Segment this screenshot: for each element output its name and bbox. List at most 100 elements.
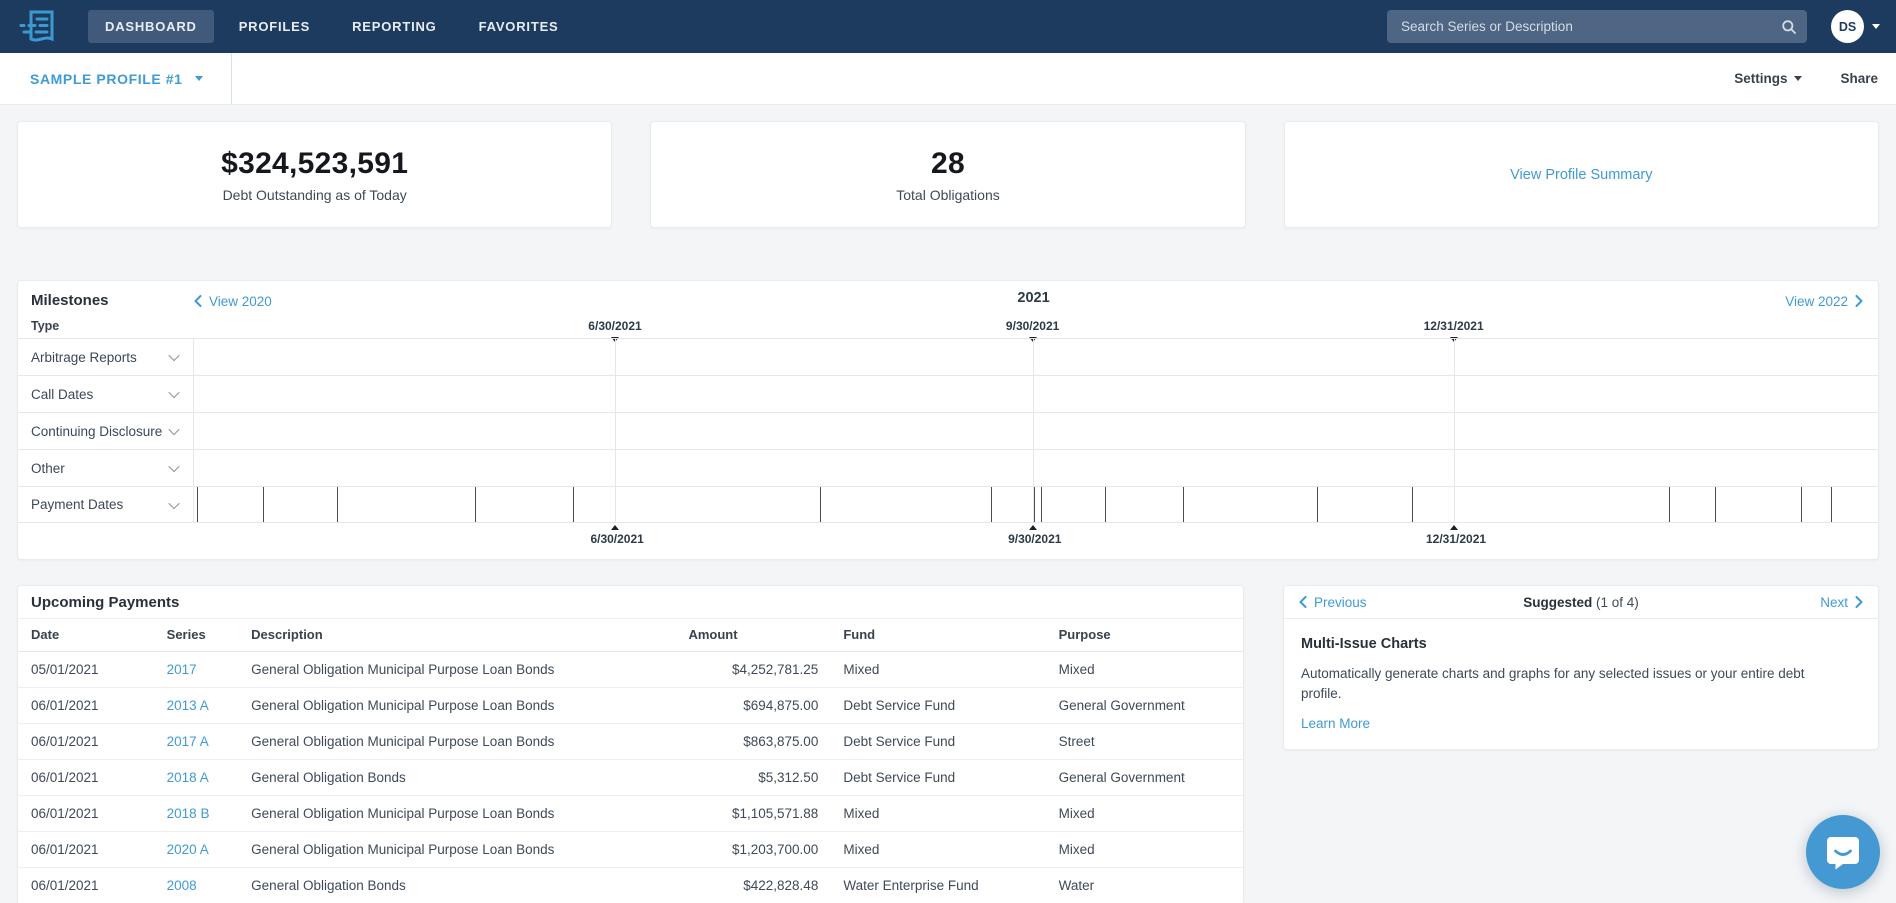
milestone-row-label: Arbitrage Reports	[31, 349, 137, 365]
cell-series: 2013 A	[166, 687, 252, 724]
cell-amount: $422,828.48	[602, 867, 819, 903]
top-nav: DASHBOARD PROFILES REPORTING FAVORITES DS	[0, 0, 1896, 53]
milestone-row-track	[194, 339, 1878, 375]
nav-item-dashboard[interactable]: DASHBOARD	[88, 10, 214, 43]
series-link[interactable]: 2018 A	[166, 769, 209, 785]
chevron-right-icon	[1855, 596, 1863, 608]
chevron-down-icon	[168, 349, 180, 362]
series-link[interactable]: 2017 A	[166, 733, 209, 749]
cell-desc: General Obligation Municipal Purpose Loa…	[251, 687, 603, 724]
payment-date-tick[interactable]	[1317, 487, 1319, 522]
payment-date-tick[interactable]	[1041, 487, 1043, 522]
nav-item-reporting[interactable]: REPORTING	[352, 19, 437, 34]
profile-bar: SAMPLE PROFILE #1 Settings Share	[0, 53, 1896, 105]
payment-date-tick[interactable]	[263, 487, 265, 522]
payment-date-tick[interactable]	[1830, 487, 1832, 522]
cell-purpose: Street	[1058, 723, 1243, 760]
debt-outstanding-label: Debt Outstanding as of Today	[222, 186, 407, 203]
cell-date: 06/01/2021	[18, 795, 167, 832]
suggested-previous-link[interactable]: Previous	[1299, 595, 1367, 610]
series-link[interactable]: 2018 B	[166, 805, 210, 821]
view-next-year-link[interactable]: View 2022	[1785, 292, 1878, 309]
suggested-header: Previous Suggested (1 of 4) Next	[1283, 586, 1878, 619]
chat-launcher-button[interactable]	[1806, 815, 1880, 889]
quarter-marker-icon	[1028, 525, 1037, 530]
quarter-labels-top: 6/30/2021 9/30/2021 12/31/2021	[194, 319, 1878, 342]
settings-button[interactable]: Settings	[1734, 71, 1803, 86]
page-content: $324,523,591 Debt Outstanding as of Toda…	[0, 105, 1896, 903]
cell-date: 06/01/2021	[18, 867, 167, 903]
milestone-row-call-dates: Call Dates	[18, 375, 1878, 412]
cell-purpose: General Government	[1058, 759, 1243, 796]
nav-item-profiles[interactable]: PROFILES	[238, 19, 311, 34]
milestone-row-toggle[interactable]: Continuing Disclosure	[18, 413, 194, 449]
milestone-row-toggle[interactable]: Arbitrage Reports	[18, 339, 194, 375]
column-header-amount: Amount	[602, 619, 819, 652]
view-prev-year-label: View 2020	[209, 293, 272, 309]
column-header-purpose: Purpose	[1058, 619, 1243, 652]
profile-selector[interactable]: SAMPLE PROFILE #1	[0, 53, 232, 104]
cell-amount: $1,105,571.88	[602, 795, 819, 832]
table-row: 06/01/2021 2020 A General Obligation Munic…	[18, 831, 1243, 868]
settings-label: Settings	[1734, 71, 1788, 86]
nav-item-favorites[interactable]: FAVORITES	[478, 19, 559, 34]
payment-date-tick[interactable]	[1034, 487, 1036, 522]
suggested-previous-label: Previous	[1313, 594, 1367, 610]
payment-date-tick[interactable]	[990, 487, 992, 522]
user-menu-caret-icon[interactable]	[1872, 24, 1880, 29]
cell-date: 06/01/2021	[18, 723, 167, 760]
avatar[interactable]: DS	[1831, 10, 1864, 43]
milestones-bottom-axis: 6/30/2021 9/30/2021 12/31/2021	[18, 523, 1878, 560]
series-link[interactable]: 2013 A	[166, 697, 209, 713]
payment-date-tick[interactable]	[337, 487, 339, 522]
milestone-row-toggle[interactable]: Other	[18, 450, 194, 486]
chevron-left-icon	[1299, 596, 1307, 608]
view-profile-summary-link[interactable]: View Profile Summary	[1510, 166, 1653, 183]
milestone-row-arbitrage-reports: Arbitrage Reports	[18, 338, 1878, 375]
milestone-row-toggle[interactable]: Call Dates	[18, 376, 194, 412]
series-link[interactable]: 2017	[166, 661, 197, 677]
cell-date: 06/01/2021	[18, 831, 167, 868]
payment-date-tick[interactable]	[475, 487, 477, 522]
suggested-next-label: Next	[1820, 594, 1848, 610]
suggested-panel: Previous Suggested (1 of 4) Next Multi-I…	[1282, 585, 1879, 750]
suggested-card-text: Automatically generate charts and graphs…	[1300, 666, 1805, 701]
payment-date-tick[interactable]	[820, 487, 822, 522]
payment-date-tick[interactable]	[572, 487, 574, 522]
settings-caret-icon	[1794, 76, 1803, 81]
cell-series: 2018 B	[166, 795, 252, 832]
payment-date-tick[interactable]	[1105, 487, 1107, 522]
cell-purpose: Mixed	[1058, 795, 1243, 832]
milestone-row-label: Payment Dates	[31, 497, 124, 512]
series-link[interactable]: 2020 A	[166, 841, 209, 857]
cell-fund: Mixed	[818, 795, 1059, 832]
search-input[interactable]	[1401, 19, 1781, 34]
cell-purpose: Water	[1058, 867, 1243, 903]
suggested-next-link[interactable]: Next	[1820, 595, 1863, 610]
chevron-down-icon	[168, 386, 180, 399]
quarter-marker-icon	[1449, 525, 1458, 530]
search-icon[interactable]	[1781, 19, 1797, 35]
cell-amount: $5,312.50	[602, 759, 819, 796]
app-logo-icon[interactable]	[18, 7, 58, 47]
view-next-year-label: View 2022	[1785, 293, 1848, 309]
series-link[interactable]: 2008	[166, 877, 197, 893]
payment-date-tick[interactable]	[1182, 487, 1184, 522]
payment-date-tick[interactable]	[1411, 487, 1413, 522]
chevron-down-icon	[168, 460, 180, 473]
view-prev-year-link[interactable]: View 2020	[194, 292, 272, 309]
payment-date-tick[interactable]	[1669, 487, 1671, 522]
quarter-label-top: 9/30/2021	[1005, 319, 1060, 333]
payments-body: 05/01/2021 2017 General Obligation Municip…	[18, 651, 1243, 903]
payment-date-tick[interactable]	[197, 487, 199, 522]
total-obligations-value: 28	[931, 146, 965, 180]
learn-more-link[interactable]: Learn More	[1300, 716, 1371, 732]
milestone-row-toggle[interactable]: Payment Dates	[18, 487, 194, 522]
payment-date-tick[interactable]	[1714, 487, 1716, 522]
cell-desc: General Obligation Municipal Purpose Loa…	[251, 723, 603, 760]
cell-fund: Debt Service Fund	[818, 759, 1059, 796]
payment-date-tick[interactable]	[1800, 487, 1802, 522]
milestones-type-row: Type 6/30/2021 9/30/2021 12/31/2021	[18, 319, 1878, 342]
share-button[interactable]: Share	[1840, 71, 1878, 86]
profile-summary-card: View Profile Summary	[1283, 121, 1879, 228]
